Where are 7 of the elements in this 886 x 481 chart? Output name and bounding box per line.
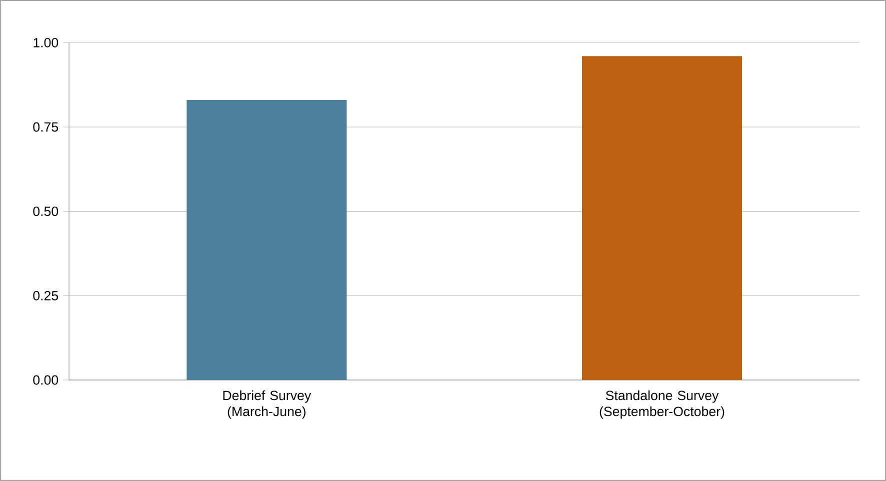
y-tick-label: 1.00 — [34, 38, 58, 48]
y-tick-label: 0.00 — [33, 375, 58, 385]
y-tick-label: 0.25 — [33, 290, 58, 300]
y-tick-label: 0.75 — [33, 122, 58, 132]
y-tick-label: 0.50 — [33, 206, 58, 216]
x-tick-label: Standalone Survey (September-October) — [600, 390, 724, 419]
x-tick-label: Debrief Survey (March-June) — [223, 390, 312, 419]
